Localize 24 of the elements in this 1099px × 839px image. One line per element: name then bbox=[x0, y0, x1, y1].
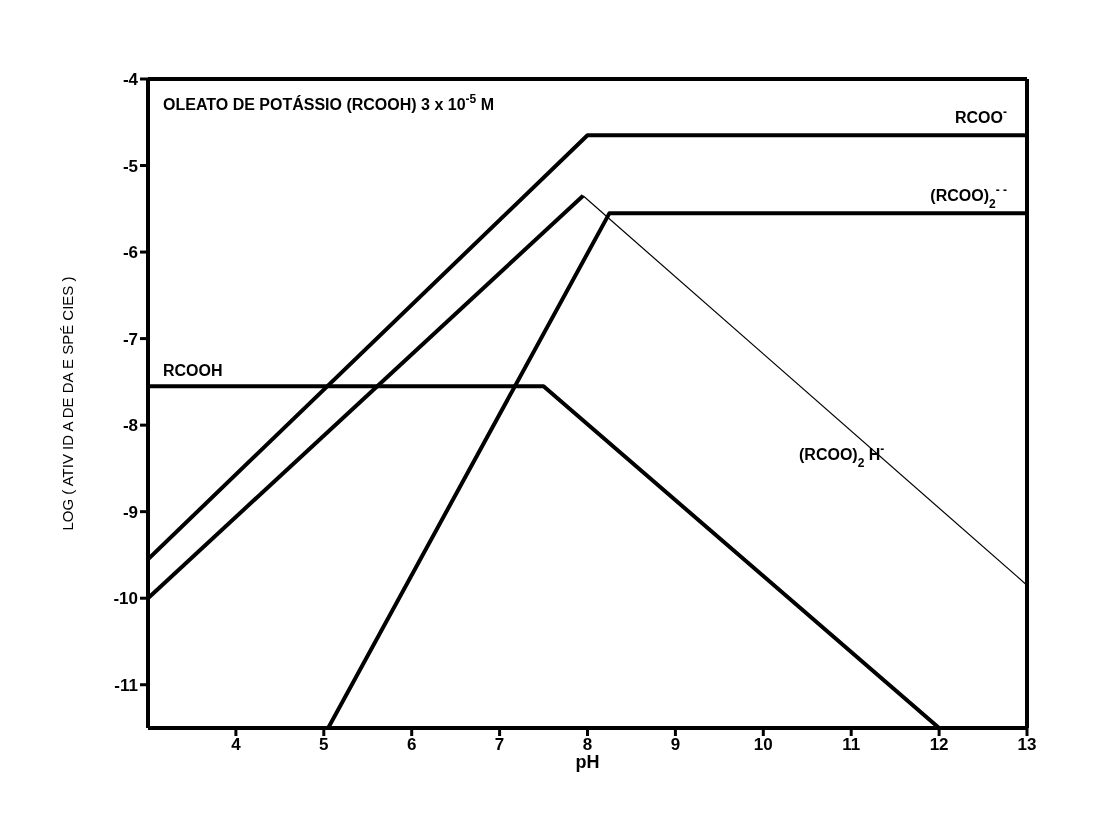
x-tick-label: 12 bbox=[929, 735, 949, 755]
x-tick-label: 7 bbox=[494, 735, 505, 755]
series-label: RCOO$^{-}$ bbox=[955, 105, 1007, 127]
x-tick-label: 10 bbox=[753, 735, 773, 755]
x-tick-label: 9 bbox=[670, 735, 681, 755]
text: OLEATO DE POTÁSSIO (RCOOH) 3 x 10$^{-5}$ M bbox=[163, 92, 495, 113]
series-label: RCOOH bbox=[163, 362, 223, 380]
x-tick-label: 4 bbox=[231, 735, 242, 755]
y-tick-label: -6 bbox=[122, 243, 138, 263]
x-tick-label: 8 bbox=[582, 735, 593, 755]
y-tick-label: -5 bbox=[122, 156, 138, 176]
y-tick-label: -11 bbox=[114, 675, 138, 695]
x-tick-label: 5 bbox=[319, 735, 329, 755]
x-tick-label: 11 bbox=[842, 735, 861, 755]
series-label: (RCOO)$_{2}$ H$^{-}$ bbox=[799, 442, 885, 471]
y-axis-title: LOG ( ATIV ID A DE DA E SPÉ CIES ) bbox=[59, 276, 77, 531]
y-tick-label: -8 bbox=[122, 416, 138, 436]
x-tick-label: 13 bbox=[1017, 735, 1037, 755]
y-tick-label: -10 bbox=[113, 589, 138, 609]
x-axis-title: pH bbox=[575, 752, 600, 772]
x-tick-label: 6 bbox=[406, 735, 417, 755]
y-tick-label: -7 bbox=[122, 329, 138, 349]
y-tick-label: -4 bbox=[122, 70, 139, 90]
y-tick-label: -9 bbox=[122, 502, 138, 522]
